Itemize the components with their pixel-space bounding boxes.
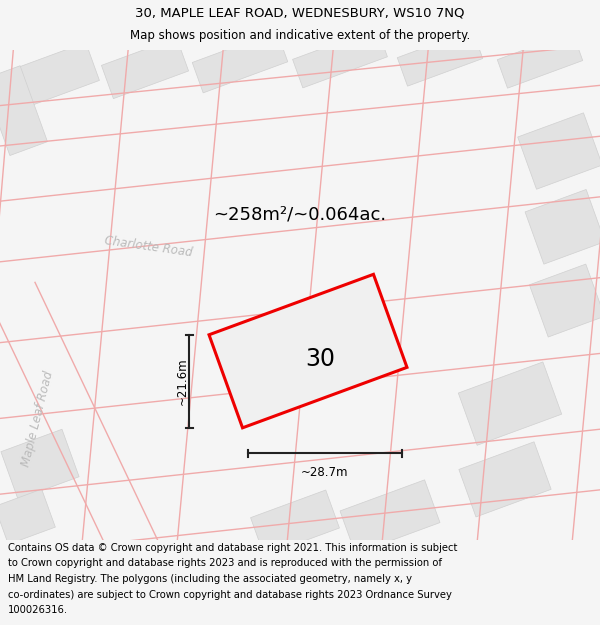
- Polygon shape: [525, 189, 600, 264]
- Polygon shape: [0, 66, 47, 156]
- Text: ~258m²/~0.064ac.: ~258m²/~0.064ac.: [214, 206, 386, 224]
- Text: 100026316.: 100026316.: [8, 606, 68, 616]
- Polygon shape: [1, 429, 79, 499]
- Text: Charlotte Road: Charlotte Road: [103, 234, 193, 259]
- Text: Contains OS data © Crown copyright and database right 2021. This information is : Contains OS data © Crown copyright and d…: [8, 542, 457, 552]
- Polygon shape: [0, 489, 55, 544]
- Polygon shape: [459, 442, 551, 517]
- Polygon shape: [251, 490, 340, 556]
- Text: Maple Leaf Road: Maple Leaf Road: [20, 369, 56, 468]
- Text: ~21.6m: ~21.6m: [176, 357, 188, 405]
- Text: 30, MAPLE LEAF ROAD, WEDNESBURY, WS10 7NQ: 30, MAPLE LEAF ROAD, WEDNESBURY, WS10 7N…: [135, 6, 465, 19]
- Polygon shape: [11, 42, 100, 108]
- Polygon shape: [101, 38, 188, 99]
- Polygon shape: [340, 480, 440, 554]
- Polygon shape: [497, 32, 583, 88]
- Polygon shape: [397, 30, 483, 86]
- Text: 30: 30: [305, 347, 335, 371]
- Text: to Crown copyright and database rights 2023 and is reproduced with the permissio: to Crown copyright and database rights 2…: [8, 558, 442, 568]
- Polygon shape: [209, 274, 407, 428]
- Polygon shape: [293, 28, 388, 88]
- Text: co-ordinates) are subject to Crown copyright and database rights 2023 Ordnance S: co-ordinates) are subject to Crown copyr…: [8, 590, 452, 600]
- Text: Map shows position and indicative extent of the property.: Map shows position and indicative extent…: [130, 29, 470, 42]
- Polygon shape: [518, 113, 600, 189]
- Text: ~28.7m: ~28.7m: [301, 466, 349, 479]
- Polygon shape: [529, 264, 600, 337]
- Polygon shape: [192, 31, 288, 93]
- Polygon shape: [458, 362, 562, 445]
- Text: HM Land Registry. The polygons (including the associated geometry, namely x, y: HM Land Registry. The polygons (includin…: [8, 574, 412, 584]
